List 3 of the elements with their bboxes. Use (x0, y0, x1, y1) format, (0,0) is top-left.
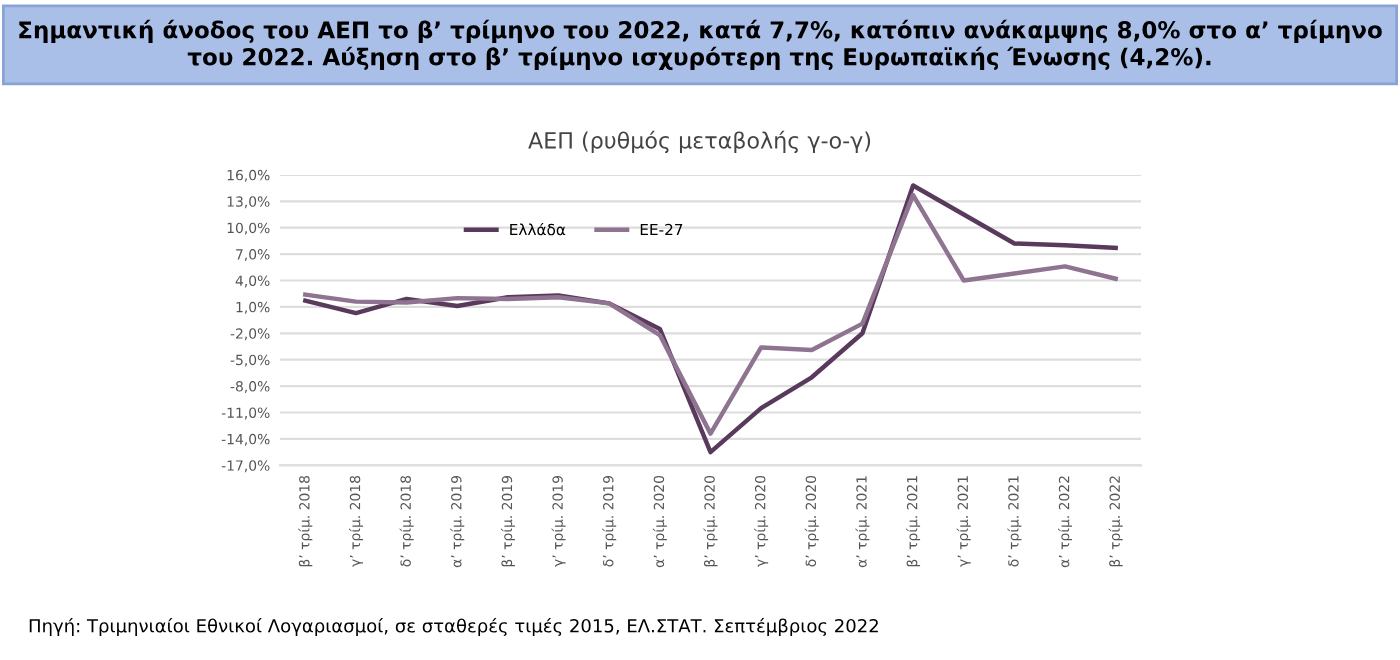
text: Πηγή: Τριμηνιαίοι Εθνικοί Λογαριασμοί, σε σταθερές τιμές 2015, ΕΛ.ΣΤΑΤ. Σεπτέμβριος 2022 (29, 617, 878, 637)
chart-subtitle: ΑΕΠ (ρυθμός μεταβολής γ-ο-γ) (528, 130, 871, 154)
chart-title: Σημαντική άνοδος του ΑΕΠ το β’ τρίμηνο του 2022, κατά 7,7%, κατόπιν ανάκαμψης 8,0% στο α’ τρίμηνο του 2022. Αύξηση στο β’ τρίμηνο ισχυρότερη της Ευρωπαϊκής Ένωσης (4,2%). (19, 19, 1382, 70)
